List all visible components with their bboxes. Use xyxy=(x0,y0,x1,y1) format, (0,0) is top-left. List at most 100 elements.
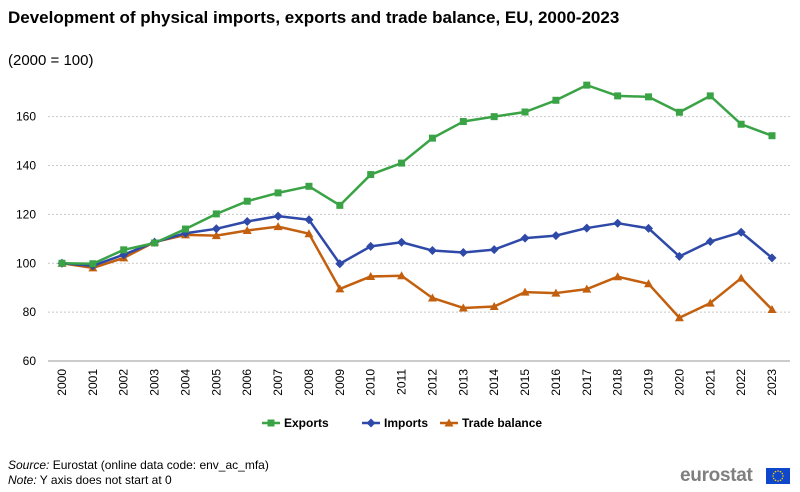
flag-star xyxy=(772,477,775,480)
flag-star xyxy=(779,479,782,482)
data-point-exports xyxy=(490,113,498,121)
data-point-trade-balance xyxy=(427,293,437,302)
flag-star xyxy=(774,470,777,473)
series-line-exports xyxy=(61,83,773,265)
data-point-exports xyxy=(675,108,683,116)
y-tick-label: 120 xyxy=(16,207,36,221)
x-tick-label: 2017 xyxy=(580,369,594,396)
legend-label-imports: Imports xyxy=(384,416,428,430)
legend-label-exports: Exports xyxy=(284,416,329,430)
x-tick-label: 2012 xyxy=(425,369,439,396)
data-point-trade-balance xyxy=(613,272,623,281)
y-tick-label: 160 xyxy=(16,110,36,124)
data-point-imports xyxy=(644,223,654,233)
data-point-trade-balance xyxy=(705,298,715,307)
x-tick-label: 2020 xyxy=(672,369,686,396)
logo-text: eurostat xyxy=(680,465,753,486)
x-tick-label: 2021 xyxy=(703,369,717,396)
x-tick-label: 2018 xyxy=(611,369,625,396)
eurostat-logo: eurostat xyxy=(680,466,792,486)
data-point-imports xyxy=(211,224,221,234)
data-point-imports xyxy=(767,253,777,263)
data-point-imports xyxy=(366,241,376,251)
legend: Exports Imports Trade balance xyxy=(262,416,542,430)
y-tick-label: 100 xyxy=(16,256,36,270)
x-tick-label: 2019 xyxy=(642,369,656,396)
data-point-imports xyxy=(242,216,252,226)
x-tick-label: 2014 xyxy=(487,369,501,396)
note-label: Note: xyxy=(8,473,37,487)
x-tick-label: 2007 xyxy=(271,369,285,396)
data-point-exports xyxy=(305,182,313,190)
eu-flag-icon xyxy=(766,468,790,484)
flag-star xyxy=(777,480,779,482)
data-point-imports xyxy=(335,259,345,269)
source-label: Source: xyxy=(8,458,50,472)
flag-star xyxy=(781,472,784,475)
series-line-imports xyxy=(61,214,773,267)
data-point-trade-balance xyxy=(211,231,221,240)
source-note: Source: Eurostat (online data code: env_… xyxy=(8,458,269,488)
series-line-trade-balance xyxy=(61,225,773,320)
data-point-trade-balance xyxy=(242,226,252,235)
data-point-trade-balance xyxy=(767,304,777,313)
data-point-imports xyxy=(458,248,468,258)
x-tick-label: 2002 xyxy=(117,369,131,396)
x-tick-label: 2001 xyxy=(86,369,100,396)
y-tick-label: 80 xyxy=(23,305,37,319)
data-point-exports xyxy=(336,201,344,209)
chart-subtitle: (2000 = 100) xyxy=(8,52,94,69)
legend-marker-trade-balance xyxy=(444,418,454,427)
x-tick-label: 2011 xyxy=(395,369,409,395)
flag-star xyxy=(774,479,777,482)
x-tick-label: 2022 xyxy=(734,369,748,396)
data-point-exports xyxy=(768,132,776,140)
data-point-exports xyxy=(521,108,529,116)
data-point-exports xyxy=(428,134,436,142)
data-point-trade-balance xyxy=(736,273,746,282)
data-point-trade-balance xyxy=(520,287,530,296)
x-tick-label: 2013 xyxy=(456,369,470,396)
data-point-trade-balance xyxy=(582,284,592,293)
data-point-imports xyxy=(705,237,715,247)
x-axis-tick-labels: 2000 2001 2002 2003 2004 2005 2006 2007 2008 2009… xyxy=(55,369,779,396)
chart-title: Development of physical imports, exports… xyxy=(8,8,620,27)
data-point-trade-balance xyxy=(304,229,314,238)
data-point-exports xyxy=(274,189,282,197)
flag-star xyxy=(779,470,782,473)
data-point-exports xyxy=(243,197,251,205)
data-point-exports xyxy=(89,260,97,268)
data-point-trade-balance xyxy=(674,313,684,322)
y-axis-tick-labels: 60 80 100 120 140 160 xyxy=(16,110,36,368)
data-point-trade-balance xyxy=(397,271,407,280)
flag-star xyxy=(772,475,774,477)
legend-marker-exports xyxy=(267,419,275,427)
data-point-trade-balance xyxy=(489,302,499,311)
flag-star xyxy=(782,475,784,477)
x-tick-label: 2008 xyxy=(302,369,316,396)
data-point-imports xyxy=(273,211,283,221)
x-tick-label: 2016 xyxy=(549,369,563,396)
data-point-trade-balance xyxy=(273,222,283,231)
data-point-exports xyxy=(120,246,128,254)
data-point-exports xyxy=(151,239,159,247)
x-tick-label: 2000 xyxy=(55,369,69,396)
x-tick-label: 2004 xyxy=(178,369,192,396)
data-point-imports xyxy=(304,215,314,225)
note-text: Y axis does not start at 0 xyxy=(36,473,172,487)
x-tick-label: 2010 xyxy=(364,369,378,396)
data-point-trade-balance xyxy=(335,284,345,293)
y-tick-label: 60 xyxy=(23,354,37,368)
data-point-trade-balance xyxy=(551,288,561,297)
x-tick-label: 2006 xyxy=(240,369,254,396)
x-tick-label: 2005 xyxy=(209,369,223,396)
data-point-exports xyxy=(737,120,745,128)
data-point-exports xyxy=(552,96,560,104)
data-point-exports xyxy=(645,93,653,101)
data-point-exports xyxy=(614,92,622,100)
legend-marker-imports xyxy=(366,418,376,428)
data-point-imports xyxy=(520,233,530,243)
data-point-exports xyxy=(181,225,189,233)
data-point-imports xyxy=(613,218,623,228)
